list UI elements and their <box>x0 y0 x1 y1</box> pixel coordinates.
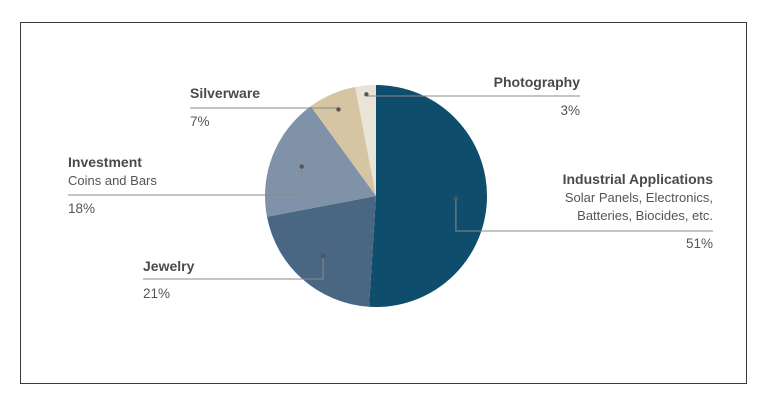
leader-dot-investment <box>299 164 304 169</box>
label-group-industrial-applications: Industrial Applications Solar Panels, El… <box>563 171 714 251</box>
leader-dot-jewelry <box>320 253 326 259</box>
leader-line-industrial-applications <box>455 198 713 232</box>
pie-slice-silverware <box>310 86 376 196</box>
leader-dot-industrial-applications <box>453 196 459 201</box>
slice-value-photography: 3% <box>560 103 580 118</box>
pie-slice-industrial-applications <box>369 85 488 307</box>
pie-slices <box>265 85 488 307</box>
slice-label-jewelry: Jewelry <box>143 258 195 274</box>
leader-lines <box>68 92 713 280</box>
slice-value-jewelry: 21% <box>143 286 170 301</box>
pie-slice-investment <box>265 106 376 217</box>
slice-value-investment: 18% <box>68 201 95 216</box>
slice-value-silverware: 7% <box>190 114 210 129</box>
label-group-investment: Investment Coins and Bars 18% <box>68 154 157 216</box>
slice-sublabel-industrial-applications-2: Batteries, Biocides, etc. <box>577 208 713 223</box>
leader-line-investment <box>68 166 303 196</box>
pie-slice-photography <box>355 85 376 196</box>
slice-value-industrial-applications: 51% <box>686 236 713 251</box>
label-group-silverware: Silverware 7% <box>190 85 260 129</box>
slice-label-photography: Photography <box>494 74 581 90</box>
pie-slice-jewelry <box>266 196 376 307</box>
slice-label-industrial-applications: Industrial Applications <box>563 171 714 187</box>
slice-sublabel-industrial-applications-1: Solar Panels, Electronics, <box>565 190 713 205</box>
label-group-jewelry: Jewelry 21% <box>143 258 195 301</box>
label-group-photography: Photography 3% <box>494 74 581 118</box>
slice-label-silverware: Silverware <box>190 85 260 101</box>
slice-sublabel-investment: Coins and Bars <box>68 173 157 188</box>
leader-dot-photography <box>364 92 369 97</box>
leader-line-jewelry <box>143 255 324 280</box>
slice-label-investment: Investment <box>68 154 142 170</box>
leader-dot-silverware <box>336 107 341 112</box>
